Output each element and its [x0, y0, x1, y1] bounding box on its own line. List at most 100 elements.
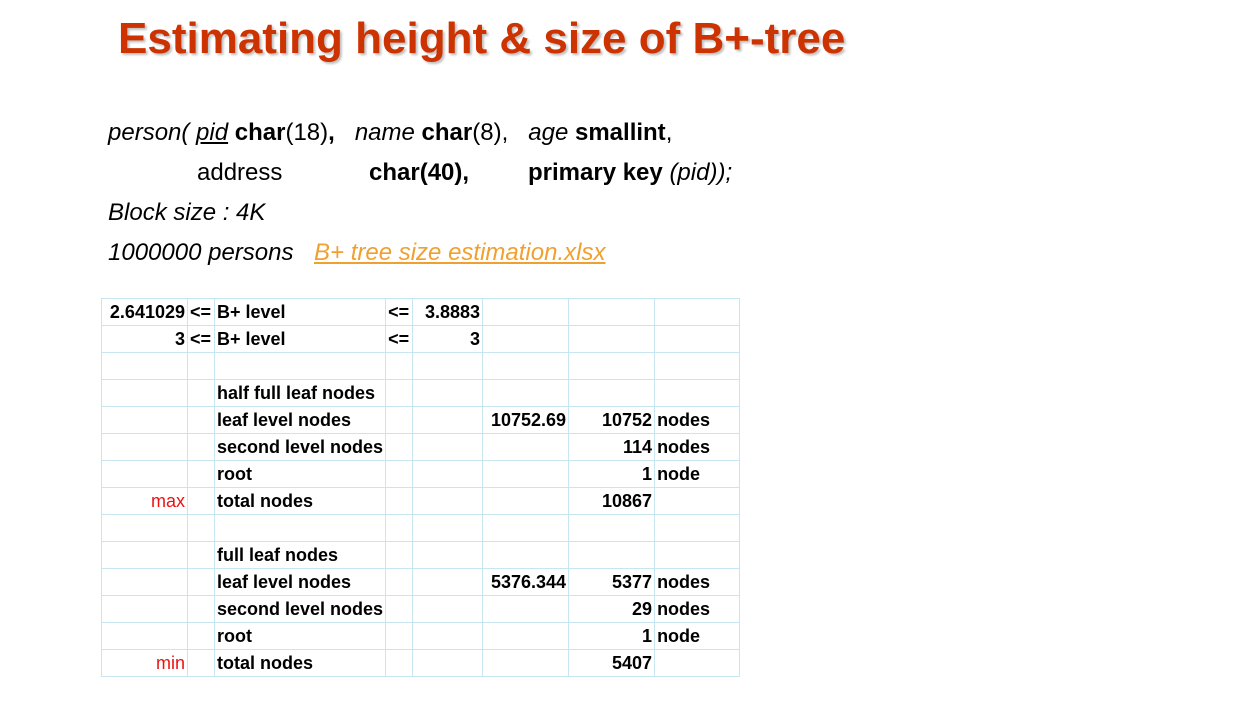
table-cell-col-e — [412, 541, 484, 569]
table-cell-col-e — [412, 568, 484, 596]
spreadsheet-table: 2.641029 <= B+ level <= 3.8883 3 <= B+ level <= 3… — [101, 298, 741, 677]
table-cell-col-e: 3.8883 — [412, 298, 484, 326]
table-cell-col-a — [101, 541, 188, 569]
table-row: root 1 node — [101, 460, 741, 488]
table-cell-col-c: full leaf nodes — [213, 541, 387, 569]
table-cell-col-e: 3 — [412, 325, 484, 353]
primary-key-keyword: primary key — [528, 159, 663, 186]
table-row: leaf level nodes 10752.69 10752 nodes — [101, 406, 741, 434]
table-cell-col-b: <= — [187, 325, 215, 353]
table-cell-col-b — [187, 379, 215, 407]
age-attr: age — [528, 119, 569, 146]
table-cell-col-f — [482, 595, 570, 623]
table-cell-col-g: 29 — [568, 595, 656, 623]
table-cell-col-c: leaf level nodes — [213, 406, 387, 434]
table-cell-col-h: nodes — [654, 433, 741, 461]
table-cell-col-e — [412, 406, 484, 434]
table-cell-col-f — [482, 460, 570, 488]
table-row: 2.641029 <= B+ level <= 3.8883 — [101, 298, 741, 326]
table-cell-col-f — [482, 487, 570, 515]
table-cell-col-c: B+ level — [213, 325, 387, 353]
table-cell-col-d — [385, 379, 414, 407]
table-cell-col-g: 5407 — [568, 649, 656, 677]
table-cell-col-c — [213, 352, 387, 380]
table-cell-col-b — [187, 622, 215, 650]
table-cell-col-c: second level nodes — [213, 433, 387, 461]
table-cell-col-b — [187, 487, 215, 515]
table-cell-col-h: nodes — [654, 595, 741, 623]
table-cell-col-c: root — [213, 622, 387, 650]
table-cell-col-f — [482, 541, 570, 569]
table-cell-col-c: half full leaf nodes — [213, 379, 387, 407]
table-cell-col-g — [568, 298, 656, 326]
table-cell-col-g — [568, 379, 656, 407]
table-cell-col-b — [187, 460, 215, 488]
pid-type: char — [234, 119, 286, 146]
table-cell-col-b — [187, 649, 215, 677]
table-cell-col-c: total nodes — [213, 487, 387, 515]
slide-title: Estimating height & size of B+-tree — [118, 14, 846, 63]
table-cell-col-d: <= — [385, 325, 414, 353]
table-cell-col-b — [187, 352, 215, 380]
table-cell-col-d — [385, 568, 414, 596]
table-row: root 1 node — [101, 622, 741, 650]
address-attr: address — [197, 159, 283, 186]
table-cell-col-e — [412, 622, 484, 650]
table-cell-col-h — [654, 379, 741, 407]
table-cell-col-d — [385, 460, 414, 488]
table-row: max total nodes 10867 — [101, 487, 741, 515]
table-cell-col-h — [654, 487, 741, 515]
table-cell-col-d: <= — [385, 298, 414, 326]
table-cell-col-f — [482, 433, 570, 461]
table-row: 3 <= B+ level <= 3 — [101, 325, 741, 353]
table-cell-col-a: 2.641029 — [101, 298, 188, 326]
table-cell-col-a — [101, 622, 188, 650]
table-cell-col-h: node — [654, 460, 741, 488]
table-cell-col-a: max — [101, 487, 188, 515]
table-cell-col-f — [482, 298, 570, 326]
table-cell-col-a — [101, 406, 188, 434]
table-cell-col-d — [385, 541, 414, 569]
table-cell-col-g: 1 — [568, 460, 656, 488]
table-cell-col-g — [568, 514, 656, 542]
table-cell-col-a — [101, 460, 188, 488]
table-cell-col-f: 10752.69 — [482, 406, 570, 434]
table-cell-col-g: 10752 — [568, 406, 656, 434]
table-cell-col-g — [568, 352, 656, 380]
table-cell-col-b — [187, 406, 215, 434]
table-row: leaf level nodes 5376.344 5377 nodes — [101, 568, 741, 596]
table-cell-col-d — [385, 352, 414, 380]
table-cell-col-d — [385, 622, 414, 650]
persons-count: 1000000 persons — [108, 239, 294, 266]
table-cell-col-b — [187, 514, 215, 542]
table-cell-col-f — [482, 379, 570, 407]
table-row: second level nodes 29 nodes — [101, 595, 741, 623]
table-cell-col-h: node — [654, 622, 741, 650]
table-cell-col-b — [187, 433, 215, 461]
table-row: second level nodes 114 nodes — [101, 433, 741, 461]
table-cell-col-e — [412, 649, 484, 677]
table-cell-col-a — [101, 352, 188, 380]
table-row: min total nodes 5407 — [101, 649, 741, 677]
spreadsheet-link[interactable]: B+ tree size estimation.xlsx — [314, 239, 606, 266]
table-cell-col-a: min — [101, 649, 188, 677]
table-cell-col-g: 114 — [568, 433, 656, 461]
table-cell-col-g — [568, 541, 656, 569]
table-cell-col-b — [187, 541, 215, 569]
table-cell-col-h — [654, 649, 741, 677]
table-cell-col-d — [385, 595, 414, 623]
relation-name: person( — [108, 119, 190, 146]
table-cell-col-e — [412, 487, 484, 515]
table-cell-col-c: total nodes — [213, 649, 387, 677]
table-cell-col-f: 5376.344 — [482, 568, 570, 596]
table-row: full leaf nodes — [101, 541, 741, 569]
table-cell-col-c: B+ level — [213, 298, 387, 326]
table-cell-col-d — [385, 514, 414, 542]
table-cell-col-d — [385, 487, 414, 515]
table-cell-col-g: 1 — [568, 622, 656, 650]
age-type: smallint — [574, 119, 666, 146]
table-cell-col-h — [654, 514, 741, 542]
table-cell-col-e — [412, 433, 484, 461]
table-cell-col-a — [101, 379, 188, 407]
pid-attr: pid — [196, 119, 229, 146]
